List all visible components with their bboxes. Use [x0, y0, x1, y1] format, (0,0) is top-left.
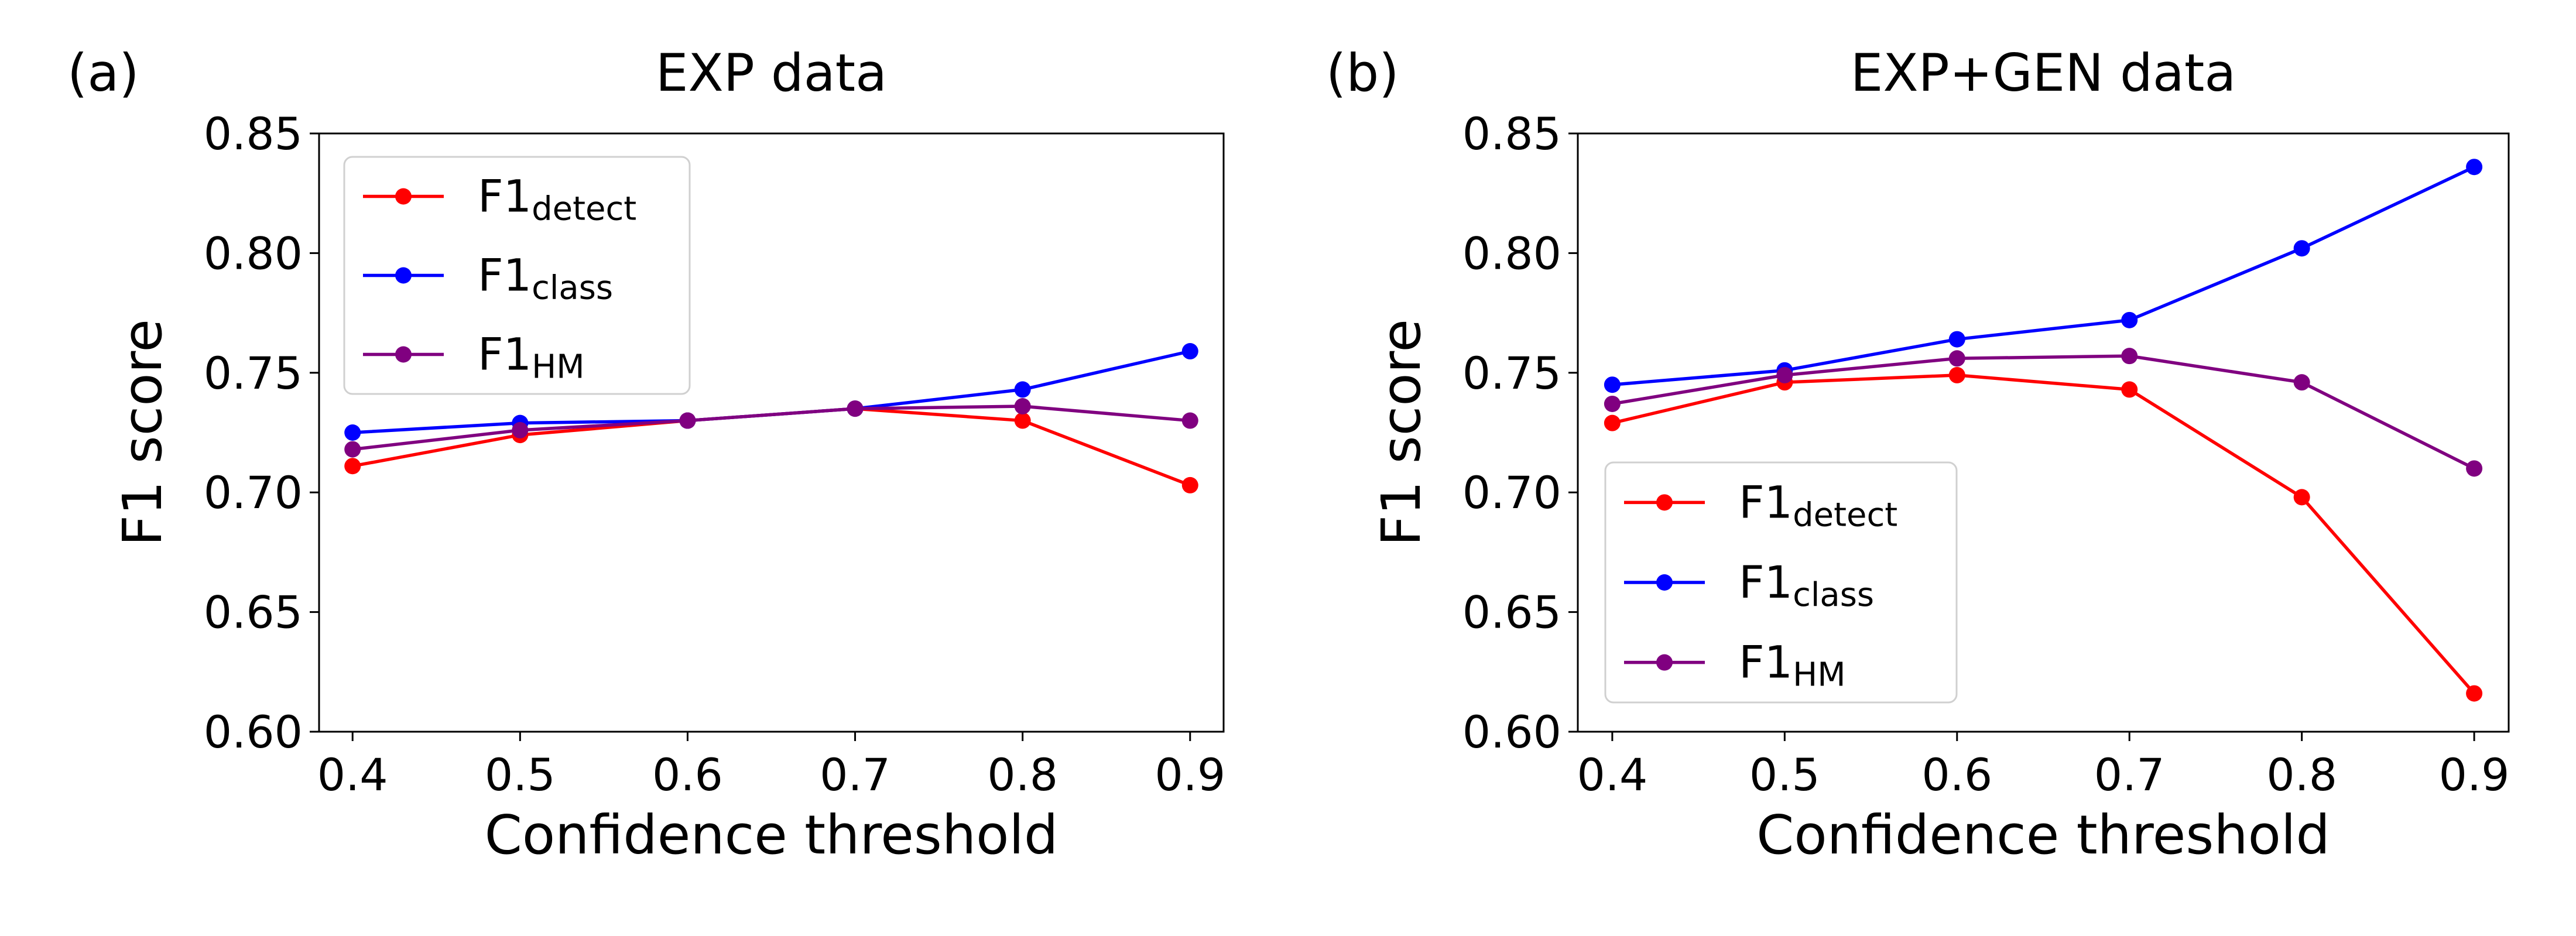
data-point-detect — [1948, 366, 1965, 383]
legend-box — [1604, 461, 1958, 704]
data-point-HM — [2466, 460, 2483, 477]
legend-entry-detect: F1detect — [1739, 476, 1897, 534]
data-point-detect — [2466, 685, 2483, 702]
legend-swatch-marker — [395, 267, 412, 284]
y-tick-label: 0.60 — [204, 706, 303, 758]
data-point-class — [1604, 376, 1621, 393]
data-point-HM — [2293, 374, 2310, 391]
legend-entry-HM: F1HM — [478, 328, 585, 386]
x-tick-label: 0.4 — [1577, 749, 1647, 801]
y-tick-label: 0.85 — [204, 108, 303, 160]
series-line-class — [1612, 165, 2475, 386]
legend-entry-class: F1class — [478, 249, 613, 307]
series-line-HM — [1612, 354, 2475, 470]
y-tick-label: 0.80 — [1462, 227, 1561, 279]
x-tick-label: 0.4 — [317, 749, 388, 801]
chart-panel-2: (b) EXP+GEN data 0.60 0.65 0.70 0.75 0.80 0.85 0… — [1326, 43, 2510, 866]
data-point-HM — [847, 400, 864, 417]
legend-swatch-marker — [1656, 574, 1673, 591]
y-tick-label: 0.75 — [204, 347, 303, 399]
legend: F1detect F1class F1HM — [1604, 461, 1958, 704]
data-point-detect — [1181, 476, 1198, 493]
legend-swatch-marker — [395, 188, 412, 205]
data-point-detect — [344, 458, 361, 475]
data-point-class — [2293, 240, 2310, 257]
x-tick-label: 0.6 — [652, 749, 723, 801]
legend-swatch-marker — [1656, 654, 1673, 671]
y-axis-label: F1 score — [1370, 319, 1433, 546]
data-point-class — [1014, 381, 1031, 398]
legend: F1detect F1class F1HM — [343, 156, 691, 395]
y-tick-label: 0.85 — [1462, 108, 1561, 160]
data-point-class — [1181, 343, 1198, 360]
x-tick-label: 0.9 — [1155, 749, 1225, 801]
data-point-HM — [2121, 348, 2138, 365]
x-tick-label: 0.7 — [820, 749, 890, 801]
data-point-HM — [1604, 395, 1621, 412]
data-point-detect — [1604, 414, 1621, 431]
data-point-HM — [1776, 366, 1793, 383]
series-line-detect — [1612, 373, 2476, 695]
x-tick-label: 0.7 — [2094, 749, 2165, 801]
x-tick-label: 0.8 — [987, 749, 1058, 801]
legend-entry-detect: F1detect — [478, 170, 636, 228]
y-tick-label: 0.70 — [1462, 467, 1561, 519]
legend-swatch-marker — [1656, 494, 1673, 511]
y-tick-label: 0.60 — [1462, 706, 1561, 758]
x-axis-label: Confidence threshold — [1756, 804, 2330, 866]
x-tick-label: 0.6 — [1921, 749, 1992, 801]
data-point-HM — [512, 421, 529, 438]
data-point-class — [2466, 159, 2483, 176]
data-point-HM — [344, 441, 361, 458]
legend-entry-class: F1class — [1739, 556, 1874, 614]
x-tick-label: 0.5 — [485, 749, 556, 801]
x-tick-label: 0.8 — [2266, 749, 2337, 801]
y-tick-label: 0.70 — [204, 467, 303, 519]
y-tick-label: 0.65 — [204, 587, 303, 639]
data-point-class — [344, 424, 361, 441]
panel-label: (a) — [67, 43, 139, 103]
legend-entry-HM: F1HM — [1739, 636, 1846, 694]
data-point-HM — [1948, 350, 1965, 367]
data-point-detect — [1014, 412, 1031, 429]
series-line-detect — [352, 407, 1191, 487]
x-axis-label: Confidence threshold — [485, 804, 1059, 866]
x-tick-label: 0.5 — [1749, 749, 1820, 801]
y-axis-label: F1 score — [111, 319, 174, 546]
plot-frame — [1577, 132, 2510, 733]
data-point-detect — [2121, 381, 2138, 398]
panel-label: (b) — [1326, 43, 1399, 103]
legend-swatch-marker — [395, 346, 412, 363]
series-line-HM — [352, 404, 1191, 451]
y-tick-label: 0.75 — [1462, 347, 1561, 399]
data-point-class — [1948, 331, 1965, 348]
data-point-HM — [1014, 398, 1031, 415]
chart-title: EXP data — [656, 43, 887, 103]
y-tick-label: 0.80 — [204, 227, 303, 279]
chart-panel-1: (a) EXP data 0.60 0.65 0.70 0.75 0.80 0.85 0.4 0.… — [67, 43, 1225, 866]
data-point-HM — [679, 412, 696, 429]
legend-box — [343, 156, 691, 395]
x-tick-label: 0.9 — [2439, 749, 2510, 801]
data-point-class — [2121, 311, 2138, 328]
y-tick-label: 0.65 — [1462, 587, 1561, 639]
data-point-HM — [1181, 412, 1198, 429]
chart-title: EXP+GEN data — [1851, 43, 2236, 103]
plot-frame — [318, 132, 1225, 733]
data-point-detect — [2293, 489, 2310, 506]
